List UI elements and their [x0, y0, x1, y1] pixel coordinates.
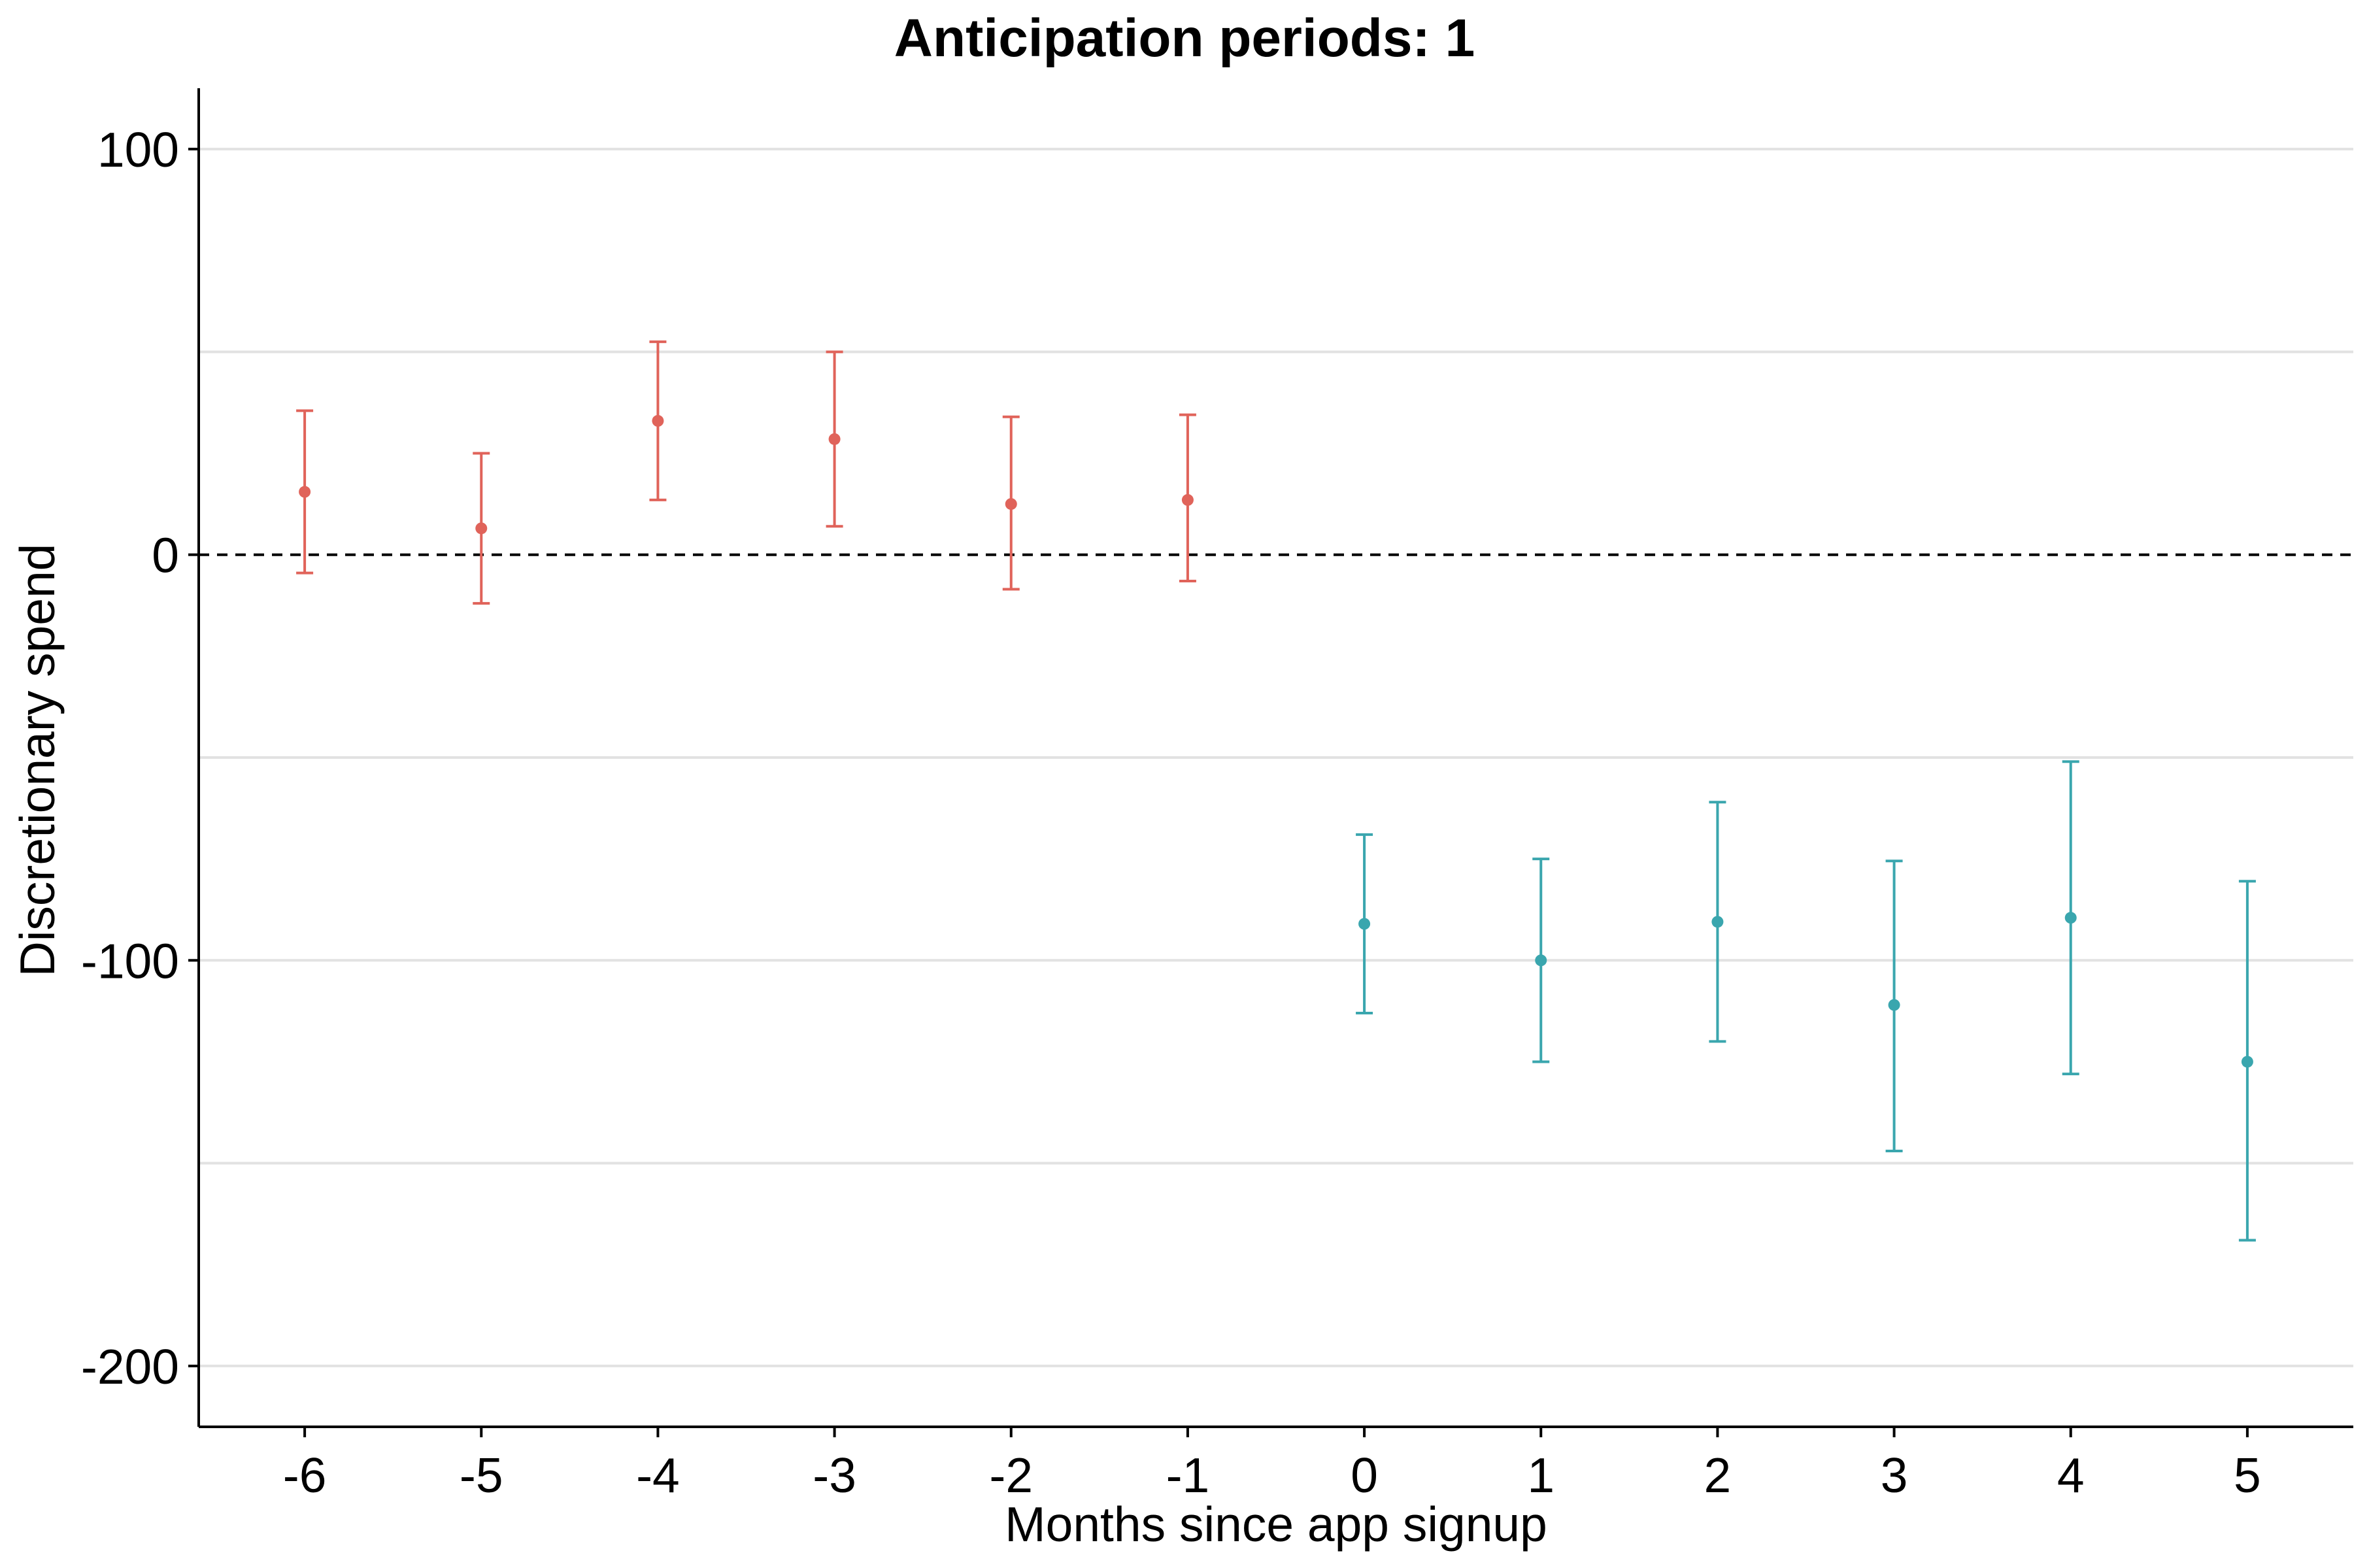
data-point	[1888, 999, 1900, 1011]
x-tick-label: 4	[2057, 1448, 2085, 1503]
y-tick-label: -100	[81, 933, 179, 988]
marks-layer	[296, 340, 2256, 1242]
data-point	[1005, 498, 1017, 510]
x-axis-label: Months since app signup	[1005, 1497, 1547, 1552]
grid-layer	[199, 148, 2353, 1367]
x-tick-label: 2	[1704, 1448, 1732, 1503]
x-tick-label: 3	[1881, 1448, 1908, 1503]
y-tick-label: 100	[97, 122, 179, 177]
data-point	[475, 522, 488, 535]
data-point	[828, 433, 841, 445]
data-point	[2064, 912, 2077, 924]
x-tick-label: -1	[1166, 1448, 1210, 1503]
data-point	[1711, 916, 1724, 928]
data-point	[652, 414, 664, 427]
x-tick-label: 5	[2234, 1448, 2261, 1503]
x-tick-label: 0	[1351, 1448, 1378, 1503]
x-tick-label: -3	[813, 1448, 856, 1503]
data-point	[1535, 954, 1547, 967]
x-tick-label: -5	[460, 1448, 503, 1503]
tick-labels-layer: -6 -5 -4 -3 -2 -1 0 1 2 3 4 5 100 0 -100 -200	[81, 122, 2261, 1503]
data-point	[1181, 493, 1194, 506]
chart-title: Anticipation periods: 1	[894, 8, 1475, 68]
x-tick-label: -6	[283, 1448, 327, 1503]
y-axis-label: Discretionary spend	[10, 544, 65, 977]
axes-layer	[188, 88, 2353, 1437]
data-point	[2241, 1056, 2253, 1068]
y-tick-label: 0	[152, 528, 179, 583]
data-point	[1358, 918, 1371, 930]
data-point	[299, 486, 311, 498]
y-tick-label: -200	[81, 1339, 179, 1394]
x-tick-label: 1	[1527, 1448, 1554, 1503]
x-tick-label: -4	[636, 1448, 680, 1503]
x-tick-label: -2	[989, 1448, 1033, 1503]
